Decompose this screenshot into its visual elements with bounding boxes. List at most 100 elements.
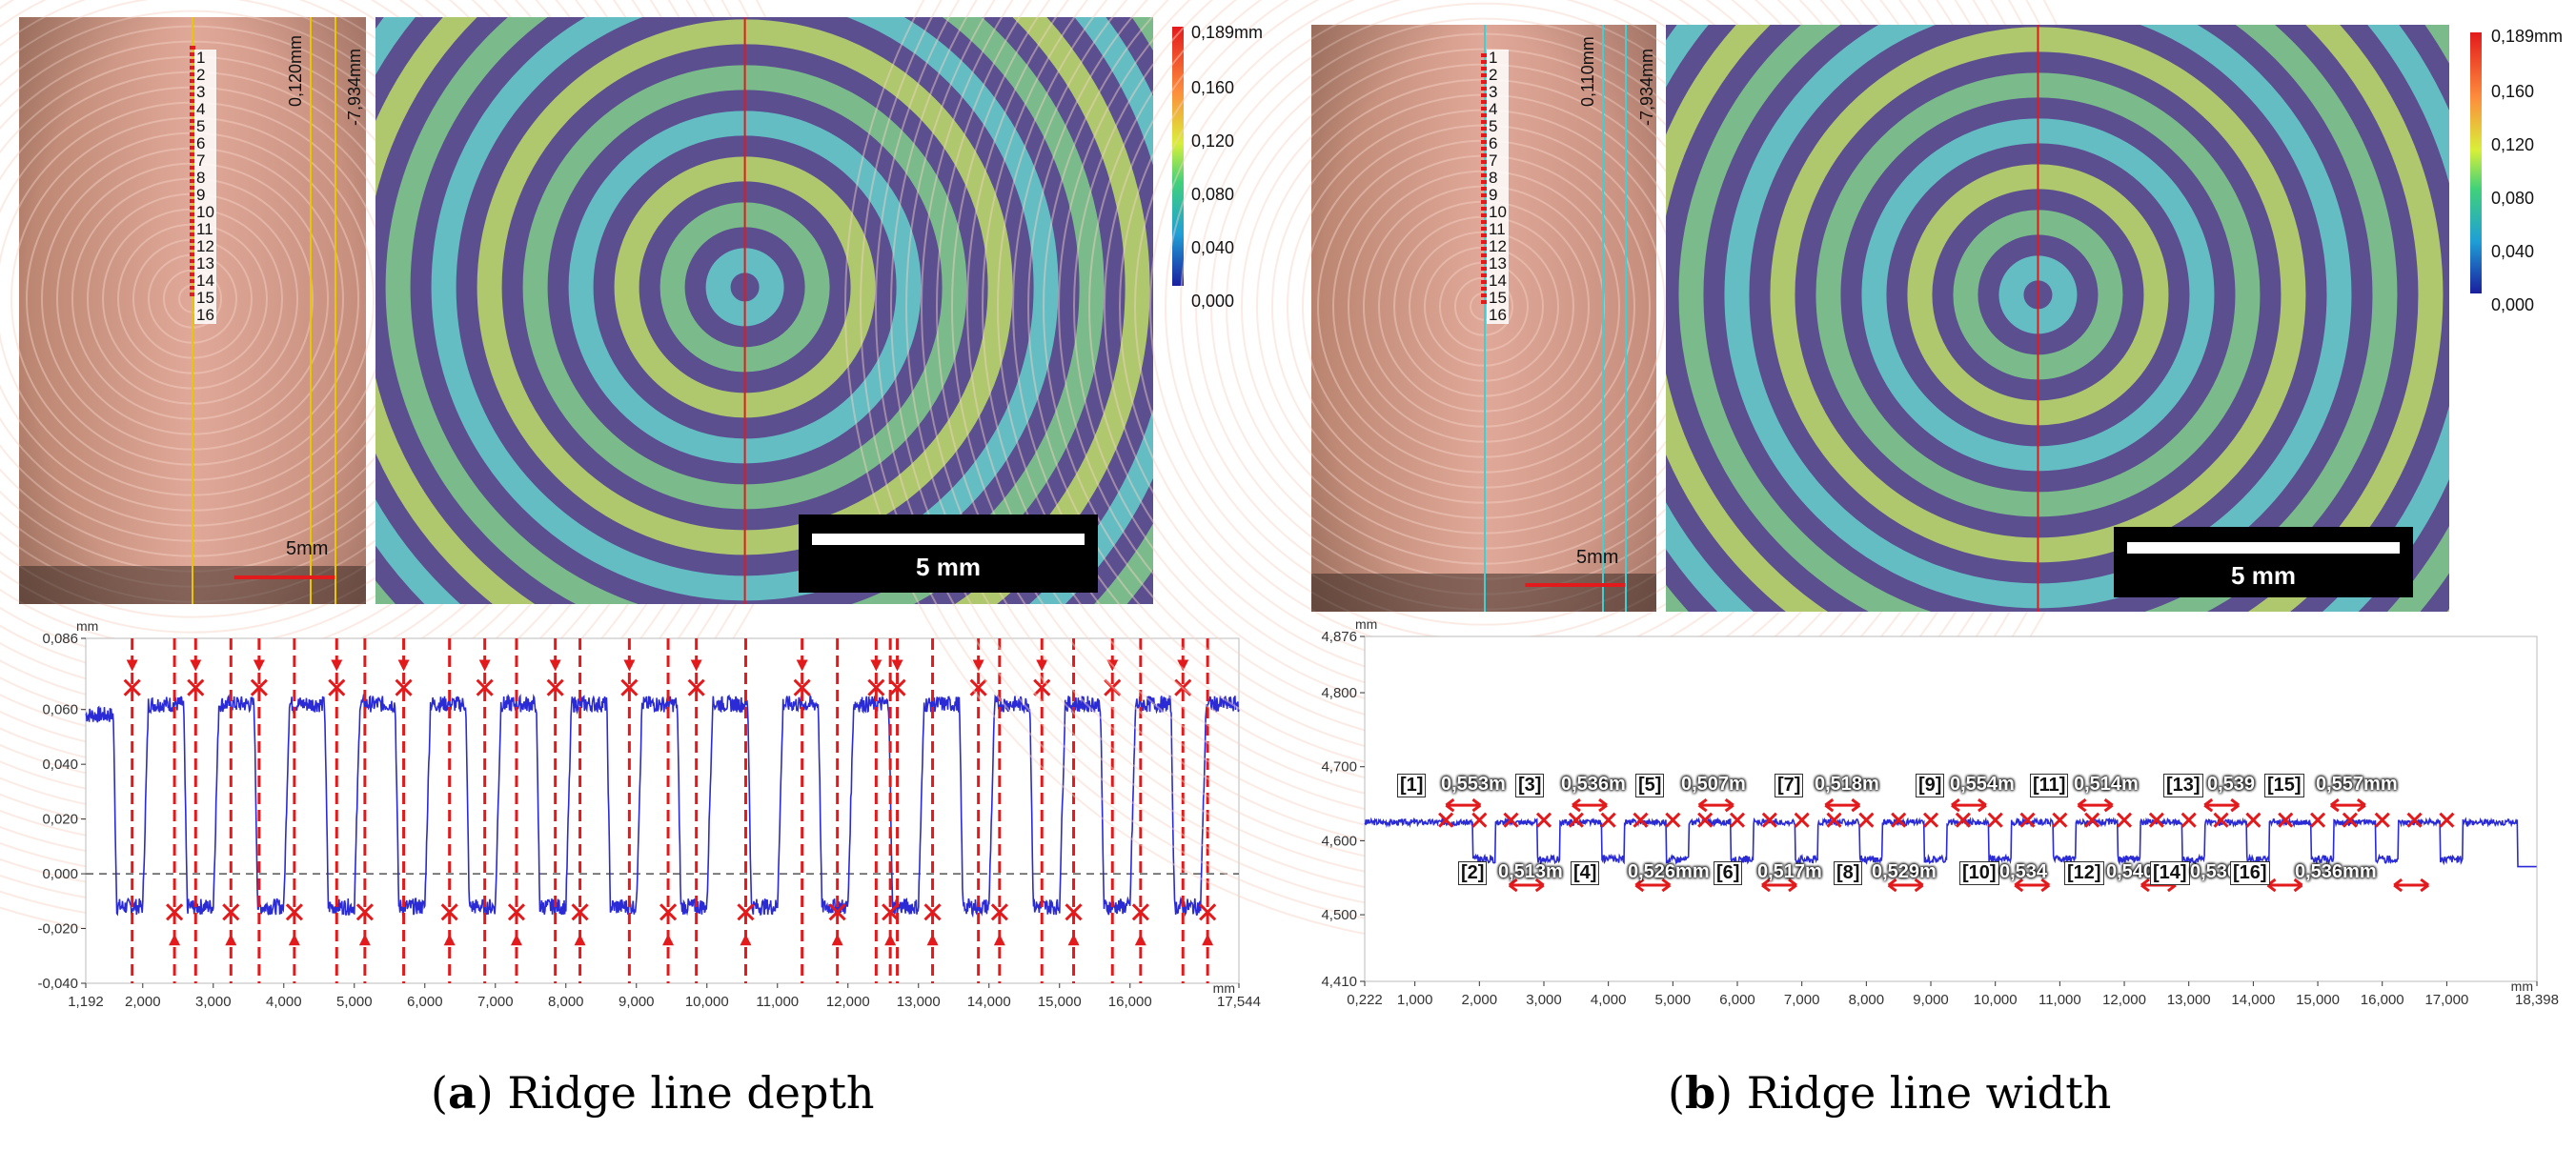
marker-cross xyxy=(1438,812,1454,828)
width-arrow xyxy=(2077,797,2114,813)
marker-cross xyxy=(1955,812,1971,828)
marker-arrow xyxy=(126,659,138,672)
depth-trace xyxy=(85,693,1240,918)
x-tick-label: 15,000 xyxy=(1038,994,1082,1010)
marker-arrow xyxy=(1134,934,1146,946)
width-label: 0,526mm xyxy=(1628,861,1710,882)
height-map-group-a xyxy=(375,17,1153,604)
profile-numbers-a: 1 2 3 4 5 6 7 8 9 10 11 12 13 14 15 16 xyxy=(194,50,216,324)
marker-cross xyxy=(923,903,942,921)
marker-cross xyxy=(2084,812,2100,828)
width-label: [5] xyxy=(1635,774,1665,797)
width-label: [3] xyxy=(1515,774,1545,797)
width-arrow xyxy=(2014,878,2051,893)
marker-cross xyxy=(1922,812,1939,828)
marker-cross xyxy=(1665,812,1681,828)
x-tick-label: 12,000 xyxy=(826,994,870,1010)
y-tick-label: 4,410 xyxy=(1321,974,1357,990)
width-arrow xyxy=(2266,878,2303,893)
width-trace xyxy=(1364,816,2537,868)
photo-scale-label-b: 5mm xyxy=(1576,547,1619,568)
colorbar-ticks-a: 0,160 0,120 0,080 0,040 0,000 xyxy=(1191,78,1235,311)
marker-cross xyxy=(2309,812,2326,828)
marker-cross xyxy=(1065,903,1083,921)
marker-cross xyxy=(1826,812,1842,828)
plot-area-a xyxy=(85,637,1240,984)
marker-arrow xyxy=(1202,934,1214,946)
y-tick-label: 0,040 xyxy=(42,757,78,773)
y-tick-label: 4,700 xyxy=(1321,759,1357,776)
marker-cross xyxy=(546,678,564,696)
marker-cross xyxy=(737,903,755,921)
marker-arrow xyxy=(926,934,939,946)
marker-cross xyxy=(1794,812,1810,828)
marker-cross xyxy=(476,678,494,696)
profile-number: 8 xyxy=(194,170,216,187)
plot-area-b xyxy=(1364,636,2538,982)
colorbar-top-b: 0,189mm xyxy=(2491,27,2564,46)
x-tick-label: 0,222 xyxy=(1347,992,1383,1008)
colorbar-a xyxy=(1172,27,1184,286)
width-arrow xyxy=(1445,797,1482,813)
x-tick-label: 10,000 xyxy=(685,994,729,1010)
marker-arrow xyxy=(993,934,1005,946)
x-tick-label: 11,000 xyxy=(2038,992,2081,1008)
width-label: 0,513m xyxy=(1498,861,1563,882)
marker-cross xyxy=(1199,903,1217,921)
marker-cross xyxy=(1858,812,1875,828)
x-tick-label: 7,000 xyxy=(477,994,514,1010)
profile-number: 9 xyxy=(194,187,216,204)
marker-cross xyxy=(969,678,987,696)
x-tick-label: 2,000 xyxy=(1462,992,1498,1008)
profile-number: 4 xyxy=(194,101,216,118)
x-tick-label: 14,000 xyxy=(2231,992,2275,1008)
marker-arrow xyxy=(690,659,702,672)
x-tick-label: 9,000 xyxy=(1913,992,1949,1008)
width-label: [4] xyxy=(1571,861,1600,885)
x-tick-label: 17,000 xyxy=(2424,992,2468,1008)
profile-number: 13 xyxy=(194,254,216,272)
marker-arrow xyxy=(190,659,202,672)
map-scale-box-b: 5 mm xyxy=(2114,527,2413,597)
marker-arrow xyxy=(478,659,491,672)
width-label: 0,517m xyxy=(1757,861,1822,882)
marker-cross xyxy=(2278,812,2294,828)
width-arrow xyxy=(2140,878,2177,893)
y-tick-label: 0,020 xyxy=(42,812,78,828)
marker-cross xyxy=(285,903,303,921)
y-tick-label: 0,086 xyxy=(42,631,78,647)
profile-number: 1 xyxy=(1487,50,1509,67)
profile-number: 13 xyxy=(1487,254,1509,272)
width-label: [9] xyxy=(1916,774,1945,797)
y-tick-label: 4,876 xyxy=(1321,629,1357,645)
width-arrow xyxy=(1508,878,1545,893)
map-scale-label-a: 5 mm xyxy=(916,553,981,581)
marker-cross xyxy=(1174,678,1192,696)
marker-cross xyxy=(222,903,240,921)
width-label: 0,514m xyxy=(2074,774,2139,795)
y-tick-label: 4,600 xyxy=(1321,833,1357,849)
width-arrow xyxy=(2203,797,2241,813)
x-tick-label: 8,000 xyxy=(1849,992,1885,1008)
y-tick-label: -0,020 xyxy=(37,921,78,938)
marker-cross xyxy=(1987,812,2003,828)
profile-number: 8 xyxy=(1487,170,1509,187)
x-tick-label: 14,000 xyxy=(967,994,1011,1010)
marker-cross xyxy=(250,678,268,696)
width-arrow xyxy=(2329,797,2366,813)
width-arrow xyxy=(1824,797,1861,813)
marker-arrow xyxy=(1067,934,1080,946)
profile-number: 14 xyxy=(194,272,216,290)
marker-cross xyxy=(990,903,1008,921)
marker-cross xyxy=(123,678,141,696)
profile-number: 1 xyxy=(194,50,216,67)
x-tick-label: 7,000 xyxy=(1784,992,1820,1008)
marker-arrow xyxy=(288,934,300,946)
width-label: 0,557mm xyxy=(2316,774,2398,795)
marker-arrow xyxy=(331,659,343,672)
width-label: 0,553m xyxy=(1441,774,1506,795)
marker-cross xyxy=(328,678,346,696)
marker-cross xyxy=(395,678,413,696)
marker-cross xyxy=(1600,812,1616,828)
marker-arrow xyxy=(740,934,752,946)
